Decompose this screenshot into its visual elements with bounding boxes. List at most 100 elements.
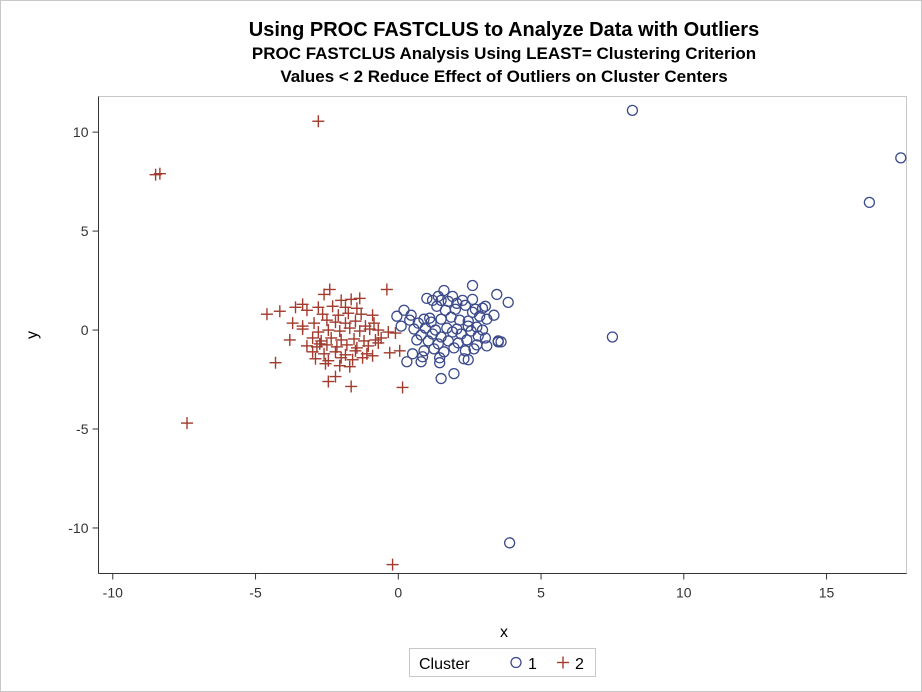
cluster-2-point <box>389 327 402 340</box>
cluster-1-point <box>411 334 423 346</box>
cluster-1-point <box>434 352 446 364</box>
cluster-1-point <box>626 104 639 117</box>
y-tick-label: -5 <box>76 421 89 437</box>
cluster-1-point <box>418 313 430 325</box>
cluster-2-point <box>329 316 342 329</box>
cluster-1-point <box>446 290 459 303</box>
cluster-1-point <box>492 336 504 348</box>
cluster-2-point <box>348 332 361 345</box>
cluster-1-point <box>491 288 503 301</box>
data-marks <box>149 104 907 571</box>
cluster-2-point <box>312 301 325 314</box>
cluster-2-point <box>322 324 335 337</box>
y-tick-label: -10 <box>68 520 88 536</box>
cluster-2-point <box>342 307 355 320</box>
cluster-2-point <box>353 325 366 338</box>
cluster-2-point <box>308 317 321 330</box>
legend-box <box>409 648 596 677</box>
cluster-2-point <box>326 300 339 313</box>
cluster-2-point <box>325 331 338 344</box>
cluster-2-point <box>382 326 395 339</box>
legend-label-2: 2 <box>575 656 584 673</box>
cluster-2-point <box>318 288 331 301</box>
legend-label-1: 1 <box>528 656 537 673</box>
cluster-2-point <box>300 339 313 352</box>
cluster-2-point <box>300 304 313 317</box>
cluster-2-point <box>366 309 379 322</box>
y-tick-label: 5 <box>81 223 89 239</box>
cluster-1-point <box>395 320 407 332</box>
cluster-2-point <box>320 314 333 327</box>
cluster-1-point <box>472 330 484 342</box>
cluster-1-point <box>428 343 440 355</box>
cluster-1-point <box>448 342 460 354</box>
cluster-2-point <box>333 359 346 372</box>
cluster-1-point <box>502 296 514 308</box>
legend: Cluster 1 2 <box>409 648 596 677</box>
cluster-1-point <box>456 294 469 307</box>
cluster-1-point <box>435 372 447 385</box>
cluster-1-point <box>461 334 473 346</box>
cluster-2-point <box>296 323 309 336</box>
cluster-2-point <box>319 357 332 370</box>
cluster-2-point <box>349 344 362 357</box>
cluster-2-point <box>350 341 363 354</box>
cluster-2-point <box>335 294 348 307</box>
cluster-1-point <box>434 357 446 369</box>
cluster-2-point <box>323 283 336 296</box>
cluster-1-point <box>863 196 876 209</box>
cluster-2-point <box>355 308 368 321</box>
cluster-1-point <box>408 323 420 335</box>
cluster-2-point <box>363 323 376 336</box>
cluster-2-point <box>345 380 358 393</box>
cluster-2-point <box>375 331 388 344</box>
y-tick-label: 10 <box>73 124 89 140</box>
cluster-1-point <box>421 292 433 305</box>
cluster-1-point <box>466 279 479 292</box>
cluster-1-point <box>422 335 434 347</box>
x-axis-label: x <box>500 624 508 641</box>
cluster-2-point <box>343 360 356 373</box>
cluster-1-point <box>416 351 429 363</box>
chart-subtitle: PROC FASTCLUS Analysis Using LEAST= Clus… <box>252 44 756 63</box>
cluster-2-point <box>306 331 319 344</box>
cluster-2-point <box>330 340 343 353</box>
cluster-1-point <box>476 302 489 314</box>
cluster-2-point <box>309 352 322 365</box>
cluster-2-point <box>372 324 385 337</box>
y-axis-label: y <box>24 331 41 339</box>
cluster-1-point <box>479 300 492 312</box>
x-tick-label: 5 <box>537 585 545 601</box>
cluster-1-point <box>471 321 483 333</box>
cluster-1-point <box>401 356 413 368</box>
chart-title: Using PROC FASTCLUS to Analyze Data with… <box>249 19 759 41</box>
x-tick-label: 10 <box>676 585 692 601</box>
cluster-1-point <box>435 313 447 325</box>
cluster-1-point <box>895 152 907 164</box>
cluster-1-point <box>405 309 417 321</box>
cluster-2-point <box>289 301 302 314</box>
cluster-2-point <box>322 375 335 388</box>
cluster-2-point <box>349 315 362 328</box>
cluster-1-point <box>406 348 419 360</box>
legend-marker-circle <box>510 656 522 669</box>
y-axis: -10 -5 0 5 10 <box>68 96 99 574</box>
cluster-1-point <box>606 331 619 343</box>
cluster-2-point <box>318 347 331 360</box>
cluster-2-point <box>286 317 299 330</box>
cluster-1-point <box>468 343 480 355</box>
cluster-2-point <box>380 283 393 296</box>
legend-title: Cluster <box>419 656 470 673</box>
cluster-2-point <box>312 115 325 128</box>
cluster-2-point <box>372 336 385 349</box>
cluster-1-point <box>415 356 427 368</box>
cluster-1-point <box>503 537 516 549</box>
cluster-2-point <box>313 337 326 350</box>
cluster-2-point <box>393 344 406 357</box>
cluster-2-point <box>339 301 352 314</box>
cluster-2-point <box>181 417 194 430</box>
cluster-2-point <box>320 338 333 351</box>
cluster-1-point <box>458 353 470 365</box>
